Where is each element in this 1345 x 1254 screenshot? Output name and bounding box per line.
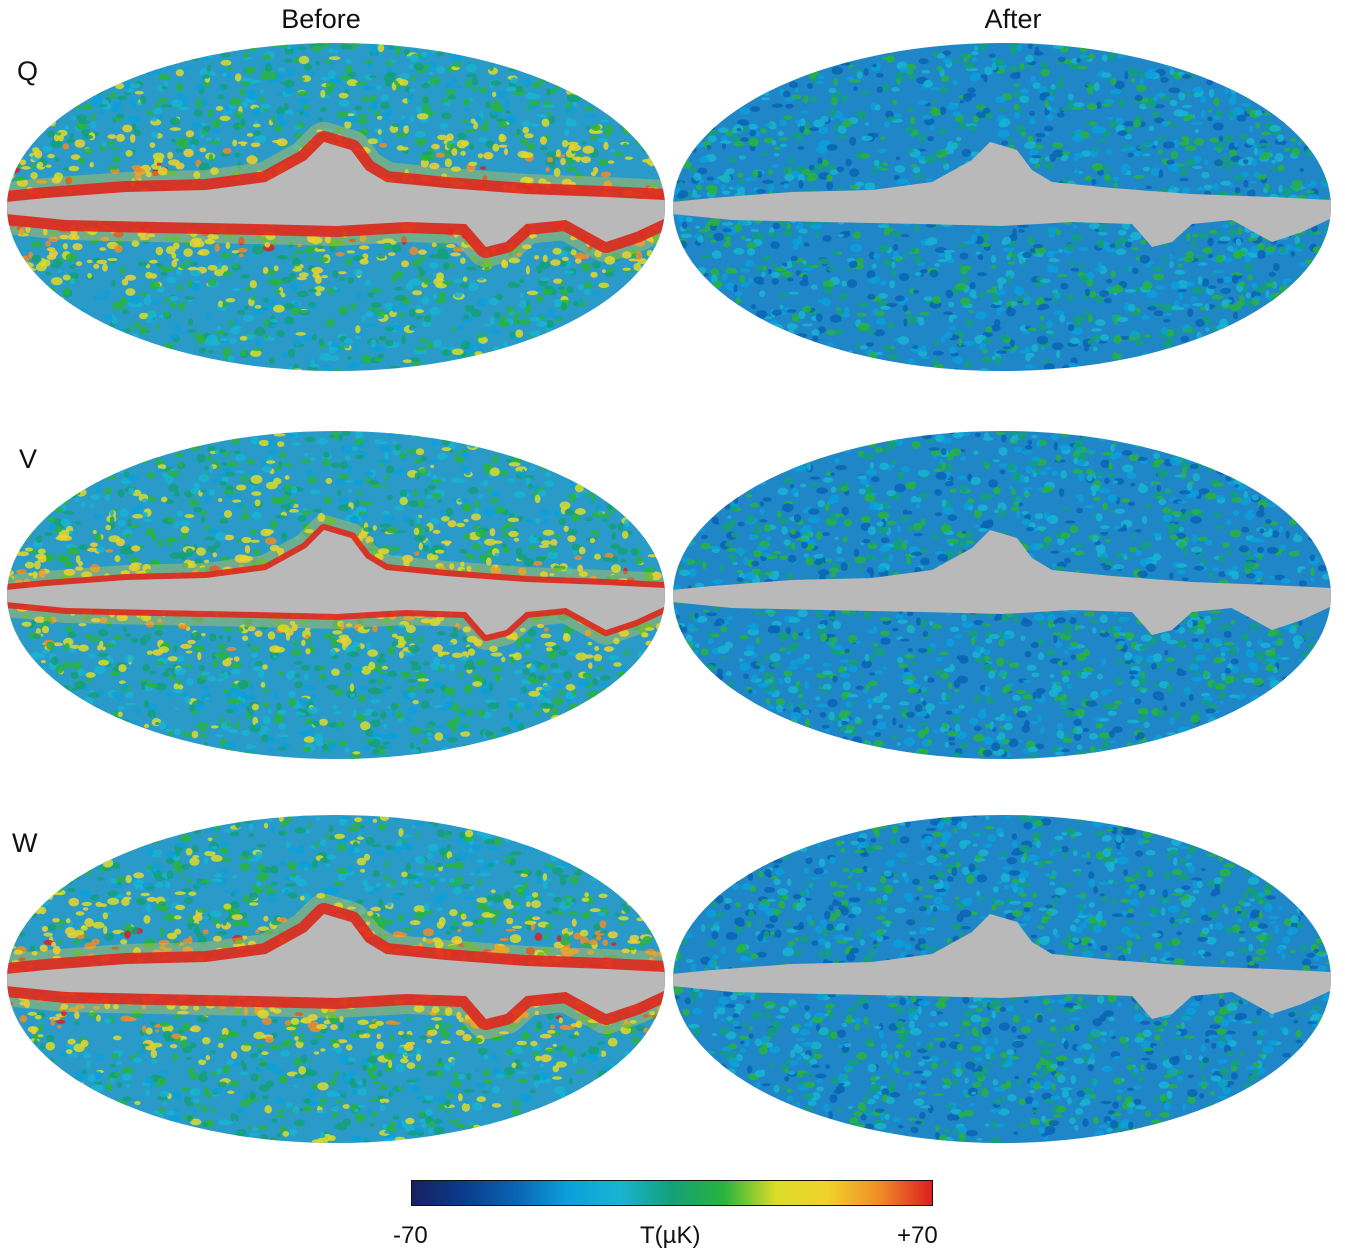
map-q-before — [6, 42, 666, 372]
sky-map-w-before — [7, 815, 665, 1143]
colorbar-unit-label: T(µK) — [640, 1222, 701, 1249]
band-label-q: Q — [17, 56, 39, 86]
map-w-after — [672, 814, 1332, 1144]
colorbar-max-label: +70 — [897, 1222, 938, 1249]
galactic-mask — [673, 914, 1331, 1019]
map-v-before — [6, 430, 666, 760]
sky-map-q-after — [673, 43, 1331, 371]
band-label-v: V — [19, 444, 38, 474]
galactic-mask — [673, 142, 1331, 247]
colorbar-min-label: -70 — [393, 1222, 428, 1249]
galactic-mask — [7, 530, 665, 635]
sky-map-v-before — [7, 431, 665, 759]
sky-map-v-after — [673, 431, 1331, 759]
sky-map-q-before — [7, 43, 665, 371]
column-header-before: Before — [281, 4, 361, 34]
galactic-mask — [7, 142, 665, 247]
sky-map-w-after — [673, 815, 1331, 1143]
temperature-colorbar — [411, 1180, 933, 1206]
map-v-after — [672, 430, 1332, 760]
galactic-mask — [7, 914, 665, 1019]
band-label-w: W — [12, 828, 38, 858]
galactic-mask — [673, 530, 1331, 635]
map-w-before — [6, 814, 666, 1144]
column-header-after: After — [984, 4, 1042, 34]
map-q-after — [672, 42, 1332, 372]
